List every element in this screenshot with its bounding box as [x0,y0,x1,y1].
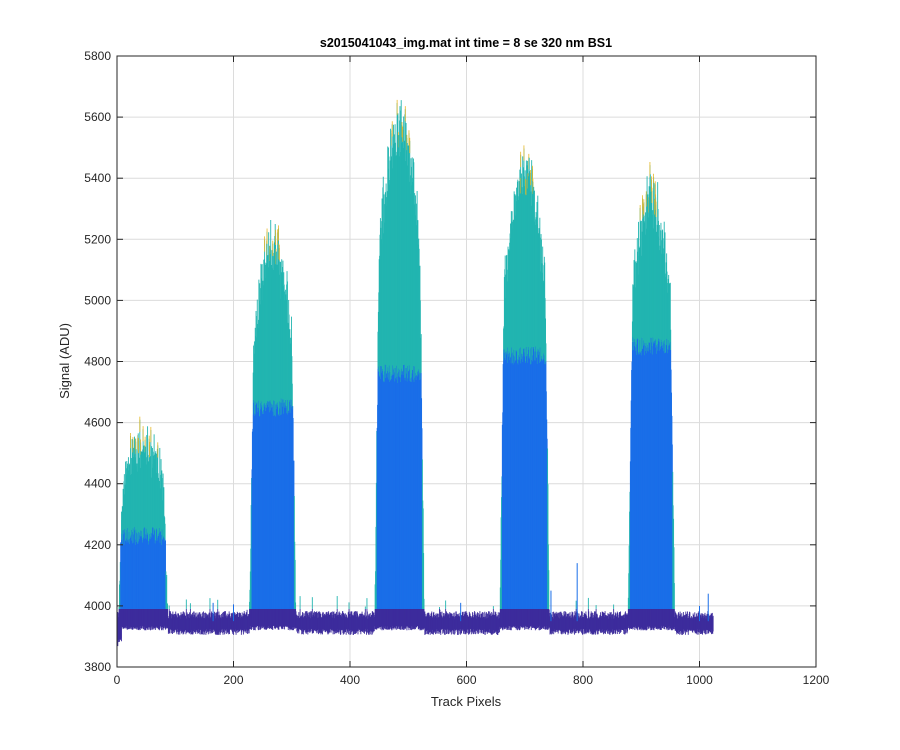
x-tick-label: 0 [114,673,121,687]
x-axis-ticks: 0 200 400 600 800 1000 1200 [114,56,830,687]
x-tick-label: 800 [573,673,593,687]
y-tick-label: 4800 [84,355,111,369]
y-tick-label: 4000 [84,599,111,613]
x-tick-label: 200 [223,673,243,687]
y-tick-label: 4200 [84,538,111,552]
x-tick-label: 1200 [803,673,830,687]
x-tick-label: 600 [456,673,476,687]
y-tick-label: 5200 [84,232,111,246]
y-tick-label: 4600 [84,416,111,430]
signal-traces [116,99,714,647]
x-tick-label: 1000 [686,673,713,687]
y-axis-label: Signal (ADU) [57,323,72,399]
y-tick-label: 5000 [84,293,111,307]
chart-title: s2015041043_img.mat int time = 8 se 320 … [320,36,612,50]
x-axis-label: Track Pixels [431,694,502,709]
x-tick-label: 400 [340,673,360,687]
y-axis-ticks: 3800 4000 4200 4400 4600 4800 5000 5200 5400 5600… [84,49,816,674]
y-tick-label: 4400 [84,477,111,491]
y-tick-label: 5800 [84,49,111,63]
y-tick-label: 5600 [84,110,111,124]
y-tick-label: 3800 [84,660,111,674]
y-tick-label: 5400 [84,171,111,185]
